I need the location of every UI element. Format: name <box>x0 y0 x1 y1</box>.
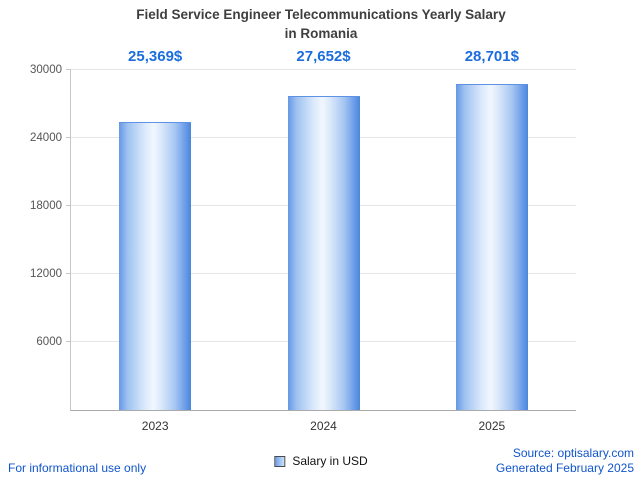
y-axis-label: 30000 <box>30 64 62 76</box>
bar-value-label: 27,652$ <box>296 48 351 65</box>
generated-date: Generated February 2025 <box>495 461 634 476</box>
y-axis-tick <box>66 137 71 138</box>
x-axis-label: 2024 <box>310 419 337 433</box>
x-axis-label: 2025 <box>478 419 506 433</box>
chart-title-line1: Field Service Engineer Telecommunication… <box>136 7 506 22</box>
bar-value-label: 28,701$ <box>464 48 519 65</box>
y-axis-tick <box>66 341 71 342</box>
y-axis-label: 12000 <box>30 268 62 280</box>
bar-value-label: 25,369$ <box>128 48 183 65</box>
chart-title: Field Service Engineer Telecommunication… <box>0 6 642 44</box>
source-info: Source: optisalary.com Generated Februar… <box>496 446 634 477</box>
plot-area: 6000 12000 18000 24000 30000 25,369$ 2023 27,65… <box>30 48 576 433</box>
disclaimer-text: For informational use only <box>8 461 147 475</box>
y-axis-label: 6000 <box>36 336 62 348</box>
y-axis-label: 24000 <box>30 132 62 144</box>
legend-swatch-icon <box>274 455 286 467</box>
salary-bar <box>287 95 360 410</box>
chart-title-line2: in Romania <box>284 25 358 41</box>
y-axis-tick <box>66 205 71 206</box>
y-gridline <box>71 69 576 70</box>
x-axis-label: 2023 <box>141 419 169 433</box>
y-axis-label: 18000 <box>30 200 62 212</box>
legend: Salary in USD <box>274 454 368 468</box>
salary-bar <box>455 83 528 410</box>
y-axis-tick <box>66 273 71 274</box>
source-link[interactable]: Source: optisalary.com <box>512 445 634 460</box>
legend-label: Salary in USD <box>292 454 368 468</box>
salary-bar <box>119 121 192 410</box>
y-axis-tick <box>66 69 71 70</box>
